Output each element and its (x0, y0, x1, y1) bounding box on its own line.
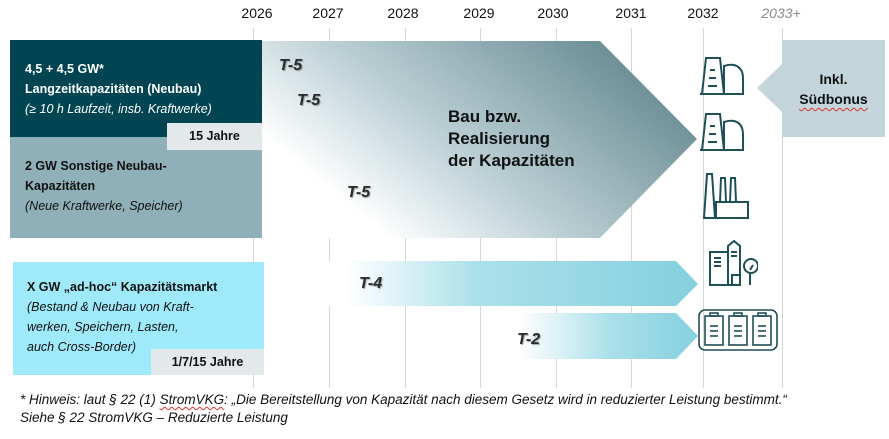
other-title-2: Kapazitäten (25, 179, 96, 193)
suedbonus-line1: Inkl. (819, 71, 848, 87)
year-label: 2026 (241, 5, 273, 21)
suedbonus-box: Inkl. Südbonus (782, 40, 885, 137)
footnote-prefix: * Hinweis: laut § 22 (1) (20, 392, 160, 407)
year-label: 2029 (463, 5, 495, 21)
year-label: 2028 (387, 5, 419, 21)
adhoc-desc-3: auch Cross-Border) (27, 340, 137, 354)
year-label: 2027 (312, 5, 344, 21)
footnote-law: StromVKG (159, 392, 225, 407)
longterm-amount: 4,5 + 4,5 GW* (25, 62, 104, 76)
batteries-icon (698, 309, 778, 351)
adhoc-title: X GW „ad-hoc“ Kapazitätsmarkt (27, 280, 218, 294)
year-label: 2030 (537, 5, 569, 21)
other-title: 2 GW Sonstige Neubau- (25, 159, 167, 173)
year-label: 2031 (615, 5, 647, 21)
power-plant-icon (700, 113, 744, 151)
lead-time-label: T-5 (279, 57, 303, 74)
adhoc-desc-1: (Bestand & Neubau von Kraft- (27, 300, 194, 314)
lead-time-label: T-2 (517, 331, 541, 348)
longterm-desc: (≥ 10 h Laufzeit, insb. Kraftwerke) (25, 102, 212, 116)
footnote-quote: : „Die Bereitstellung von Kapazität nach… (224, 392, 787, 407)
construction-line: Bau bzw. (448, 107, 522, 126)
construction-line: der Kapazitäten (448, 151, 575, 170)
suedbonus-line2: Südbonus (799, 91, 868, 107)
gridline (782, 28, 783, 388)
duration-tag: 15 Jahre (167, 123, 262, 150)
construction-line: Realisierung (448, 129, 551, 148)
buildings-tree-icon (709, 240, 758, 286)
adhoc-desc-2: werken, Speichern, Lasten, (27, 320, 179, 334)
power-plant-icon (700, 57, 744, 95)
lead-time-label: T-5 (347, 184, 371, 201)
lead-time-label: T-5 (297, 92, 321, 109)
other-capacity-box: 2 GW Sonstige Neubau- Kapazitäten (Neue … (10, 137, 262, 238)
construction-label: Bau bzw. Realisierung der Kapazitäten (448, 106, 575, 172)
longterm-title: Langzeitkapazitäten (Neubau) (25, 82, 202, 96)
year-label: 2032 (687, 5, 719, 21)
factory-chimney-icon (702, 173, 749, 219)
duration-tag: 1/7/15 Jahre (151, 349, 264, 375)
year-label: 2033+ (761, 5, 801, 21)
other-desc: (Neue Kraftwerke, Speicher) (25, 199, 183, 213)
suedbonus-arrow (757, 64, 782, 112)
footnote-reference: Siehe § 22 StromVKG – Reduzierte Leistun… (20, 410, 288, 425)
gridline (703, 28, 704, 388)
t4-arrow (328, 261, 698, 306)
main-arrow (262, 41, 697, 238)
longterm-capacity-box: 4,5 + 4,5 GW* Langzeitkapazitäten (Neuba… (10, 40, 262, 137)
gridline (631, 28, 632, 388)
lead-time-label: T-4 (359, 275, 383, 292)
footnote: * Hinweis: laut § 22 (1) StromVKG: „Die … (20, 391, 787, 427)
t2-arrow (508, 313, 698, 359)
